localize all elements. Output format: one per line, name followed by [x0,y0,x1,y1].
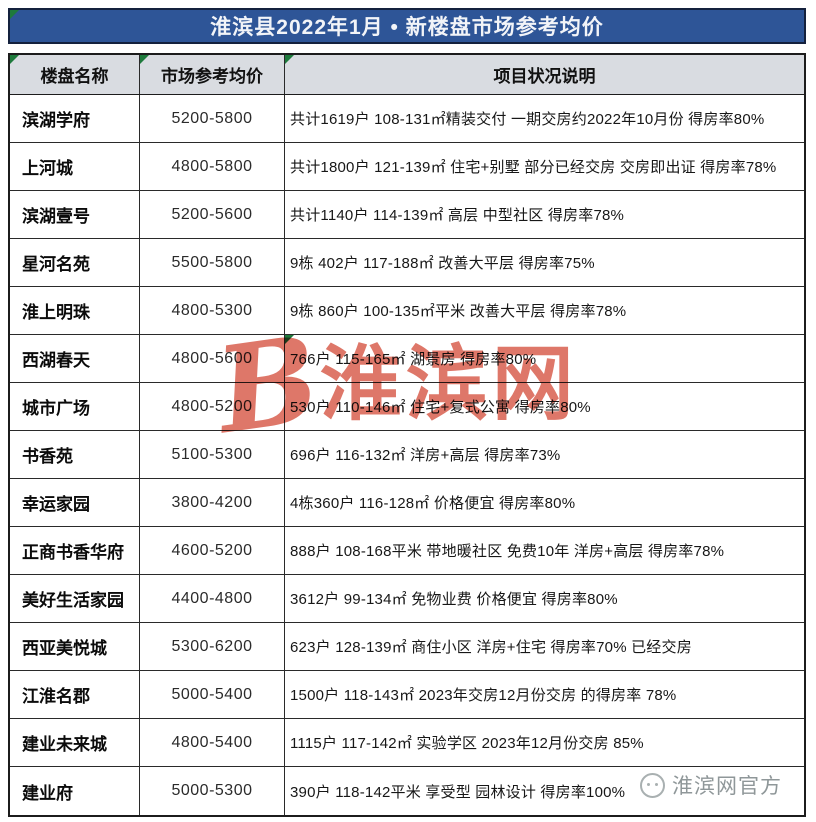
status-description-cell: 1115户 117-142㎡ 实验学区 2023年12月份交房 85% [290,735,644,752]
column-header: 项目状况说明 [285,55,804,94]
price-range-cell: 5200-5800 [140,95,285,142]
official-account-name: 淮滨网官方 [672,775,782,798]
table-row: 建业未来城 4800-5400 1115户 117-142㎡ 实验学区 2023年1… [10,719,804,767]
column-header: 楼盘名称 [10,55,140,94]
status-description-cell: 1500户 118-143㎡ 2023年交房12月份交房 的得房率 78% [290,687,677,704]
property-name-cell: 美好生活家园 [10,575,140,622]
status-description-cell: 696户 116-132㎡ 洋房+高层 得房率73% [290,447,561,464]
price-range-cell: 5200-5600 [140,191,285,238]
price-range-cell: 5300-6200 [140,623,285,670]
property-name-cell: 正商书香华府 [10,527,140,574]
property-name-cell: 幸运家园 [10,479,140,526]
status-description-cell: 4栋360户 116-128㎡ 价格便宜 得房率80% [290,495,576,512]
price-range-cell: 5500-5800 [140,239,285,286]
table-body: 滨湖学府 5200-5800 共计1619户 108-131㎡精装交付 一期交房约2… [8,95,806,817]
column-header: 市场参考均价 [140,55,285,94]
excel-error-triangle-icon [10,10,19,19]
table-row: 星河名苑 5500-5800 9栋 402户 117-188㎡ 改善大平层 得房率7… [10,239,804,287]
price-range-cell: 4600-5200 [140,527,285,574]
official-account-watermark: 淮滨网官方 [640,770,782,800]
table-title: 淮滨县2022年1月 • 新楼盘市场参考均价 [210,16,604,39]
status-description-cell: 766户 115-165㎡ 湖景房 得房率80% [285,335,804,382]
property-name-cell: 滨湖学府 [10,95,140,142]
excel-error-triangle-icon [285,55,294,64]
property-name-cell: 城市广场 [10,383,140,430]
price-range-cell: 4800-5200 [140,383,285,430]
property-name-cell: 滨湖壹号 [10,191,140,238]
table-row: 淮上明珠 4800-5300 9栋 860户 100-135㎡平米 改善大平层 得房… [10,287,804,335]
status-description-cell: 共计1140户 114-139㎡ 高层 中型社区 得房率78% [290,207,625,224]
status-description-cell: 共计1800户 121-139㎡ 住宅+别墅 部分已经交房 交房即出证 得房率7… [290,159,777,176]
price-range-cell: 5000-5300 [140,767,285,815]
table-row: 书香苑 5100-5300 696户 116-132㎡ 洋房+高层 得房率73% [10,431,804,479]
excel-error-triangle-icon [140,55,149,64]
table-header-row: 楼盘名称 市场参考均价 项目状况说明 [8,53,806,95]
table-row: 西亚美悦城 5300-6200 623户 128-139㎡ 商住小区 洋房+住宅 得… [10,623,804,671]
property-name-cell: 建业府 [10,767,140,815]
table-row: 美好生活家园 4400-4800 3612户 99-134㎡ 免物业费 价格便宜 得… [10,575,804,623]
official-account-logo-icon [640,772,665,798]
table-row: 正商书香华府 4600-5200 888户 108-168平米 带地暖社区 免费10… [10,527,804,575]
status-description-cell: 623户 128-139㎡ 商住小区 洋房+住宅 得房率70% 已经交房 [290,639,692,656]
property-name-cell: 星河名苑 [10,239,140,286]
status-description-cell: 888户 108-168平米 带地暖社区 免费10年 洋房+高层 得房率78% [290,543,725,560]
title-header-gap [8,44,806,53]
property-name-cell: 西亚美悦城 [10,623,140,670]
column-header-label: 项目状况说明 [493,67,596,86]
price-range-cell: 4400-4800 [140,575,285,622]
table-row: 幸运家园 3800-4200 4栋360户 116-128㎡ 价格便宜 得房率80% [10,479,804,527]
property-name-cell: 淮上明珠 [10,287,140,334]
table-row: 江淮名郡 5000-5400 1500户 118-143㎡ 2023年交房12月份交… [10,671,804,719]
table-row: 建业府 5000-5300 390户 118-142平米 享受型 园林设计 得房率1… [10,767,804,815]
property-name-cell: 上河城 [10,143,140,190]
price-range-cell: 4800-5800 [140,143,285,190]
property-name-cell: 建业未来城 [10,719,140,766]
property-name-cell: 江淮名郡 [10,671,140,718]
property-name-cell: 书香苑 [10,431,140,478]
status-description-cell: 390户 118-142平米 享受型 园林设计 得房率100% [290,783,626,801]
property-name-cell: 西湖春天 [10,335,140,382]
table-row: 滨湖学府 5200-5800 共计1619户 108-131㎡精装交付 一期交房约2… [10,95,804,143]
table-row: 西湖春天 4800-5600 766户 115-165㎡ 湖景房 得房率80% [10,335,804,383]
column-header-label: 市场参考均价 [161,67,263,86]
price-range-cell: 5100-5300 [140,431,285,478]
price-range-cell: 4800-5400 [140,719,285,766]
status-description-cell: 530户 110-146㎡ 住宅+复式公寓 得房率80% [290,399,591,416]
price-table: 淮滨县2022年1月 • 新楼盘市场参考均价 楼盘名称 市场参考均价 项目状况说明 … [8,8,806,817]
price-range-cell: 4800-5600 [140,335,285,382]
price-range-cell: 5000-5400 [140,671,285,718]
excel-error-triangle-icon [10,55,19,64]
status-description-cell: 9栋 860户 100-135㎡平米 改善大平层 得房率78% [290,303,627,320]
price-range-cell: 4800-5300 [140,287,285,334]
status-description-cell: 共计1619户 108-131㎡精装交付 一期交房约2022年10月份 得房率8… [290,111,765,128]
table-row: 城市广场 4800-5200 530户 110-146㎡ 住宅+复式公寓 得房率80… [10,383,804,431]
table-title-bar: 淮滨县2022年1月 • 新楼盘市场参考均价 [8,8,806,44]
status-description-cell: 9栋 402户 117-188㎡ 改善大平层 得房率75% [290,255,595,272]
column-header-label: 楼盘名称 [40,67,109,86]
excel-error-triangle-icon [285,335,294,344]
table-row: 滨湖壹号 5200-5600 共计1140户 114-139㎡ 高层 中型社区 得房… [10,191,804,239]
status-description-cell: 3612户 99-134㎡ 免物业费 价格便宜 得房率80% [290,591,618,608]
price-range-cell: 3800-4200 [140,479,285,526]
table-row: 上河城 4800-5800 共计1800户 121-139㎡ 住宅+别墅 部分已经交… [10,143,804,191]
